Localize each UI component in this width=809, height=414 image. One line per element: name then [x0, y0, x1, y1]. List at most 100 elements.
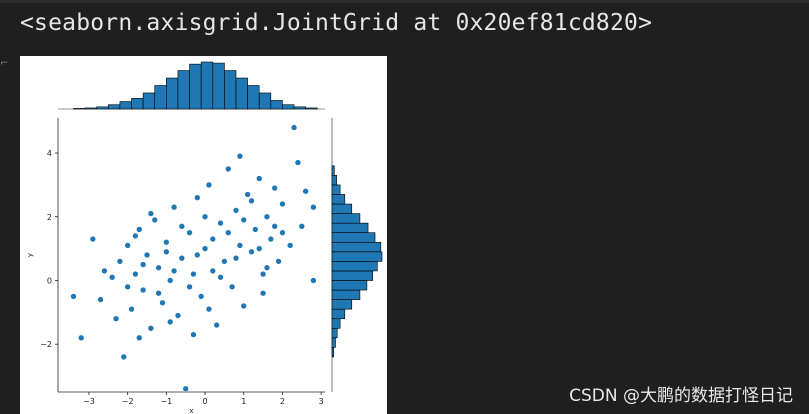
right-marginal-bar — [331, 222, 369, 233]
top-marginal-bar — [305, 107, 318, 110]
scatter-point — [209, 235, 216, 243]
scatter-point — [163, 248, 170, 255]
top-marginal-bar — [177, 70, 190, 110]
scatter-point — [167, 277, 174, 284]
top-marginal-bar — [119, 101, 132, 110]
right-marginal-bar — [331, 194, 346, 205]
cell-output-repr[interactable]: <seaborn.axisgrid.JointGrid at 0x20ef81c… — [20, 10, 653, 36]
scatter-point — [294, 159, 302, 166]
y-axis-label: y — [26, 253, 34, 257]
x-tick-label: 1 — [241, 397, 246, 406]
scatter-point — [232, 207, 240, 214]
scatter-point — [124, 283, 131, 291]
scatter-point — [279, 229, 286, 236]
scatter-point — [101, 267, 108, 275]
top-marginal-bar — [200, 61, 214, 110]
scatter-point — [112, 315, 120, 322]
scatter-point — [213, 321, 220, 329]
top-marginal-bar — [270, 100, 283, 110]
scatter-point — [70, 293, 77, 300]
top-marginal-bar — [166, 77, 179, 110]
scatter-point — [225, 229, 232, 236]
x-tick-label: −3 — [83, 397, 95, 406]
scatter-point — [167, 318, 174, 326]
x-axis-label: x — [189, 407, 193, 414]
scatter-point — [190, 270, 197, 278]
top-marginal-bar — [108, 104, 121, 110]
x-tick-label: −2 — [122, 397, 134, 406]
scatter-point — [271, 223, 278, 230]
scatter-point — [205, 306, 213, 313]
x-tick-label: 2 — [280, 397, 285, 406]
right-marginal-bar — [331, 337, 336, 348]
scatter-point — [228, 283, 236, 291]
scatter-point — [139, 261, 147, 268]
scatter-point — [271, 184, 278, 192]
scatter-point — [209, 267, 216, 275]
scatter-point — [190, 331, 197, 338]
scatter-point — [170, 204, 178, 211]
scatter-point — [194, 194, 201, 201]
scatter-point — [205, 181, 213, 189]
scatter-point — [201, 245, 209, 252]
scatter-point — [151, 216, 158, 224]
y-tick-label: 2 — [47, 213, 52, 222]
scatter-point — [178, 223, 185, 230]
top-marginal-bar — [189, 63, 202, 110]
scatter-point — [256, 175, 263, 182]
scatter-point — [136, 334, 143, 341]
scatter-point — [310, 277, 317, 284]
scatter-point — [155, 264, 162, 271]
scatter-point — [143, 251, 151, 259]
scatter-point — [287, 242, 294, 249]
top-marginal-bar — [293, 106, 306, 110]
scatter-point — [78, 334, 85, 341]
scatter-point — [147, 325, 155, 332]
scatter-point — [256, 245, 263, 252]
x-tick-label: 3 — [319, 397, 324, 406]
scatter-point — [174, 312, 182, 319]
scatter-point — [275, 258, 282, 265]
top-marginal-bar — [224, 70, 237, 110]
scatter-point — [182, 385, 189, 392]
top-marginal-bar — [258, 92, 272, 110]
right-marginal-bar — [331, 327, 338, 339]
scatter-point — [198, 293, 205, 300]
output-gutter-marker: ⌐ — [0, 58, 9, 69]
top-marginal-bar — [84, 107, 97, 110]
scatter-point — [298, 223, 305, 230]
scatter-point — [217, 274, 224, 281]
scatter-point — [248, 197, 255, 204]
scatter-point — [259, 290, 267, 297]
right-marginal-bar — [331, 184, 341, 195]
right-marginal-bar — [331, 251, 383, 262]
scatter-point — [132, 270, 139, 278]
scatter-point — [109, 274, 116, 281]
top-marginal-bar — [235, 77, 248, 110]
scatter-point — [201, 213, 209, 220]
scatter-point — [139, 286, 147, 294]
top-marginal-bar — [73, 108, 86, 110]
top-marginal-bar — [96, 106, 109, 110]
scatter-point — [132, 232, 139, 240]
top-marginal-bar — [131, 98, 144, 110]
scatter-point — [252, 226, 259, 233]
scatter-point — [170, 267, 178, 275]
scatter-point — [97, 296, 104, 303]
scatter-point — [259, 270, 267, 278]
top-marginal-bar — [247, 85, 260, 110]
scatter-point — [116, 258, 124, 265]
scatter-point — [279, 200, 286, 208]
right-marginal-bar — [331, 241, 382, 253]
scatter-point — [147, 210, 155, 217]
right-marginal-bar — [331, 299, 353, 310]
scatter-point — [221, 258, 228, 265]
scatter-point — [186, 283, 193, 291]
scatter-point — [89, 235, 96, 243]
scatter-point — [240, 216, 247, 224]
scatter-point — [217, 219, 224, 227]
scatter-point — [186, 229, 193, 236]
scatter-point — [124, 242, 131, 249]
top-marginal-bar — [212, 62, 225, 110]
right-marginal-bar — [331, 165, 335, 176]
